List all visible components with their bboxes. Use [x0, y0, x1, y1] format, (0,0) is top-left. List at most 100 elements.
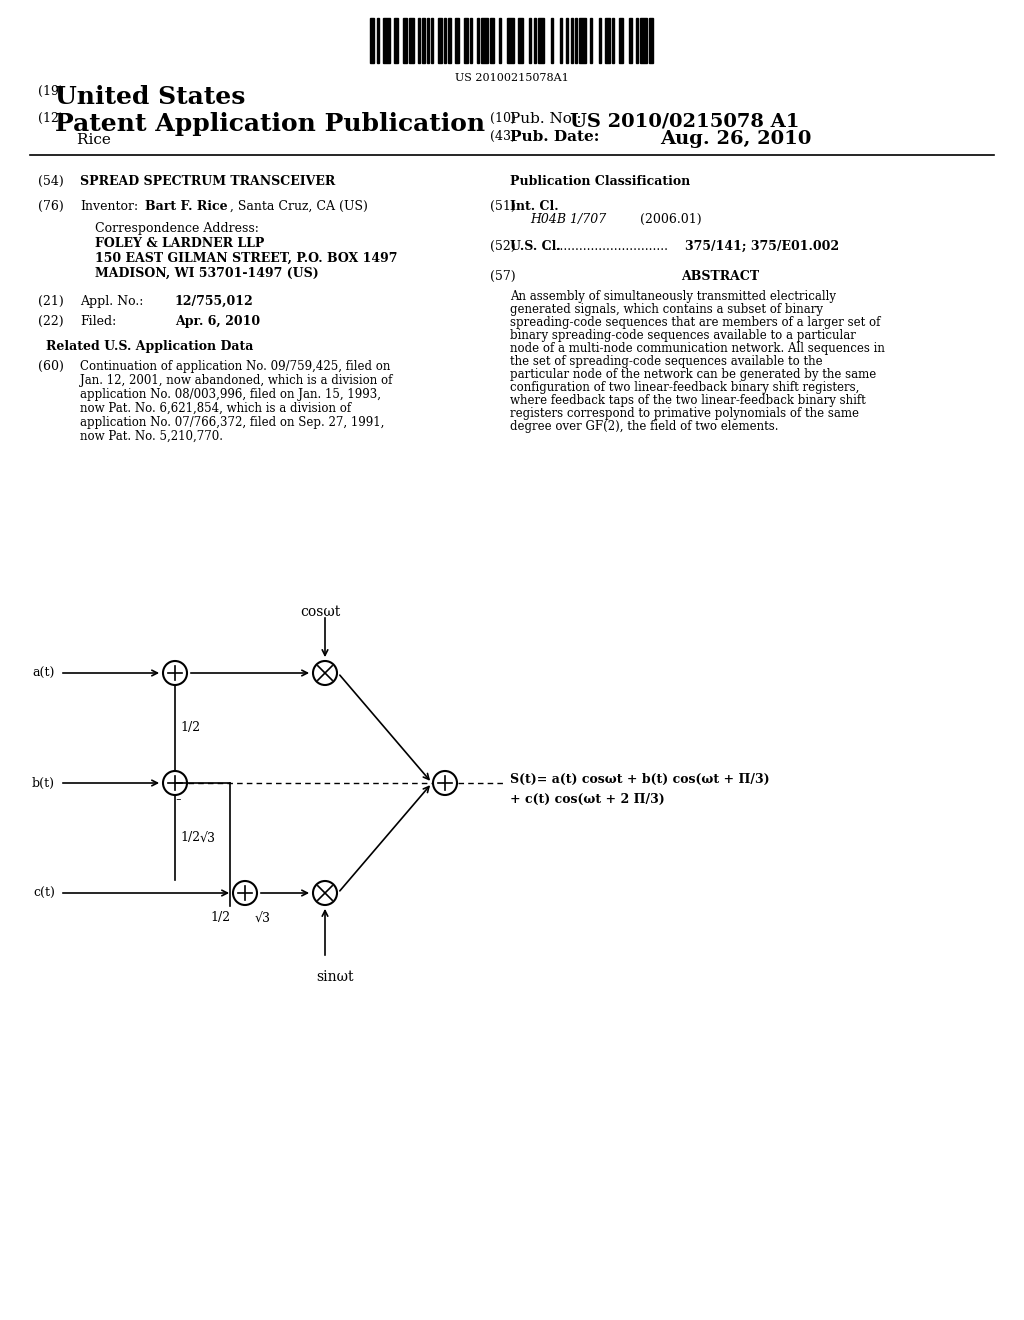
Text: b(t): b(t) [32, 776, 55, 789]
Text: -: - [175, 792, 181, 808]
Bar [489, 18, 495, 63]
Text: SPREAD SPECTRUM TRANSCEIVER: SPREAD SPECTRUM TRANSCEIVER [80, 176, 335, 187]
Text: a(t): a(t) [33, 667, 55, 680]
Text: FOLEY & LARDNER LLP: FOLEY & LARDNER LLP [95, 238, 264, 249]
Bar [422, 18, 425, 63]
Bar [449, 18, 451, 63]
Bar [580, 18, 586, 63]
Bar [444, 18, 446, 63]
Text: now Pat. No. 6,621,854, which is a division of: now Pat. No. 6,621,854, which is a divis… [80, 403, 351, 414]
Text: ABSTRACT: ABSTRACT [681, 271, 759, 282]
Text: 1/2: 1/2 [210, 912, 230, 924]
Bar [410, 18, 414, 63]
Text: degree over GF(2), the field of two elements.: degree over GF(2), the field of two elem… [510, 420, 778, 433]
Text: node of a multi-node communication network. All sequences in: node of a multi-node communication netwo… [510, 342, 885, 355]
Text: the set of spreading-code sequences available to the: the set of spreading-code sequences avai… [510, 355, 822, 368]
Bar [431, 18, 433, 63]
Text: binary spreading-code sequences available to a particular: binary spreading-code sequences availabl… [510, 329, 856, 342]
Bar [418, 18, 420, 63]
Text: (54): (54) [38, 176, 63, 187]
Text: now Pat. No. 5,210,770.: now Pat. No. 5,210,770. [80, 430, 223, 444]
Text: Bart F. Rice: Bart F. Rice [145, 201, 227, 213]
Text: 12/755,012: 12/755,012 [175, 294, 254, 308]
Text: S(t)= a(t) cosωt + b(t) cos(ωt + Π/3): S(t)= a(t) cosωt + b(t) cos(ωt + Π/3) [510, 774, 770, 785]
Text: U.S. Cl.: U.S. Cl. [510, 240, 561, 253]
Bar [560, 18, 562, 63]
Text: cosωt: cosωt [300, 605, 340, 619]
Bar [377, 18, 379, 63]
Bar [427, 18, 429, 63]
Bar [636, 18, 638, 63]
Text: Continuation of application No. 09/759,425, filed on: Continuation of application No. 09/759,4… [80, 360, 390, 374]
Text: 375/141; 375/E01.002: 375/141; 375/E01.002 [685, 240, 839, 253]
Bar [370, 18, 375, 63]
Text: (43): (43) [490, 129, 516, 143]
Bar [455, 18, 460, 63]
Bar [640, 18, 647, 63]
Text: Int. Cl.: Int. Cl. [510, 201, 559, 213]
Bar [649, 18, 653, 63]
Text: 1/2: 1/2 [180, 722, 200, 734]
Text: , Santa Cruz, CA (US): , Santa Cruz, CA (US) [230, 201, 368, 213]
Text: spreading-code sequences that are members of a larger set of: spreading-code sequences that are member… [510, 315, 881, 329]
Text: sinωt: sinωt [316, 970, 353, 983]
Text: ................................: ................................ [545, 240, 669, 253]
Text: (21): (21) [38, 294, 63, 308]
Text: Filed:: Filed: [80, 315, 117, 327]
Text: Aug. 26, 2010: Aug. 26, 2010 [660, 129, 811, 148]
Text: where feedback taps of the two linear-feedback binary shift: where feedback taps of the two linear-fe… [510, 393, 865, 407]
Bar [481, 18, 487, 63]
Bar [477, 18, 479, 63]
Bar [605, 18, 610, 63]
Text: Apr. 6, 2010: Apr. 6, 2010 [175, 315, 260, 327]
Text: Pub. No.:: Pub. No.: [510, 112, 582, 125]
Text: Publication Classification: Publication Classification [510, 176, 690, 187]
Text: H04B 1/707: H04B 1/707 [530, 213, 606, 226]
Bar [507, 18, 514, 63]
Text: particular node of the network can be generated by the same: particular node of the network can be ge… [510, 368, 877, 381]
Bar [529, 18, 531, 63]
Bar [630, 18, 632, 63]
Text: Rice: Rice [38, 133, 111, 147]
Text: (22): (22) [38, 315, 63, 327]
Bar [538, 18, 545, 63]
Text: + c(t) cos(ωt + 2 Π/3): + c(t) cos(ωt + 2 Π/3) [510, 793, 665, 807]
Text: (76): (76) [38, 201, 63, 213]
Bar [470, 18, 472, 63]
Bar [566, 18, 568, 63]
Text: (57): (57) [490, 271, 516, 282]
Bar [618, 18, 623, 63]
Text: US 2010/0215078 A1: US 2010/0215078 A1 [570, 112, 800, 129]
Bar [534, 18, 536, 63]
Text: c(t): c(t) [33, 887, 55, 899]
Text: (60): (60) [38, 360, 63, 374]
Text: Pub. Date:: Pub. Date: [510, 129, 599, 144]
Bar [551, 18, 553, 63]
Bar [612, 18, 614, 63]
Text: Related U.S. Application Data: Related U.S. Application Data [46, 341, 254, 352]
Text: 150 EAST GILMAN STREET, P.O. BOX 1497: 150 EAST GILMAN STREET, P.O. BOX 1497 [95, 252, 397, 265]
Text: registers correspond to primative polynomials of the same: registers correspond to primative polyno… [510, 407, 859, 420]
Text: Patent Application Publication: Patent Application Publication [55, 112, 485, 136]
Text: (12): (12) [38, 112, 63, 125]
Text: 1/2: 1/2 [180, 832, 200, 845]
Text: (19): (19) [38, 84, 63, 98]
Bar [437, 18, 442, 63]
Bar [402, 18, 408, 63]
Bar [590, 18, 593, 63]
Text: configuration of two linear-feedback binary shift registers,: configuration of two linear-feedback bin… [510, 381, 859, 393]
Text: MADISON, WI 53701-1497 (US): MADISON, WI 53701-1497 (US) [95, 267, 318, 280]
Bar [394, 18, 398, 63]
Text: United States: United States [55, 84, 246, 110]
Bar [383, 18, 389, 63]
Text: generated signals, which contains a subset of binary: generated signals, which contains a subs… [510, 304, 823, 315]
Text: (51): (51) [490, 201, 516, 213]
Text: Appl. No.:: Appl. No.: [80, 294, 143, 308]
Bar [518, 18, 522, 63]
Text: application No. 07/766,372, filed on Sep. 27, 1991,: application No. 07/766,372, filed on Sep… [80, 416, 384, 429]
Text: (10): (10) [490, 112, 516, 125]
Text: Jan. 12, 2001, now abandoned, which is a division of: Jan. 12, 2001, now abandoned, which is a… [80, 374, 392, 387]
Bar [499, 18, 501, 63]
Bar [599, 18, 601, 63]
Text: application No. 08/003,996, filed on Jan. 15, 1993,: application No. 08/003,996, filed on Jan… [80, 388, 381, 401]
